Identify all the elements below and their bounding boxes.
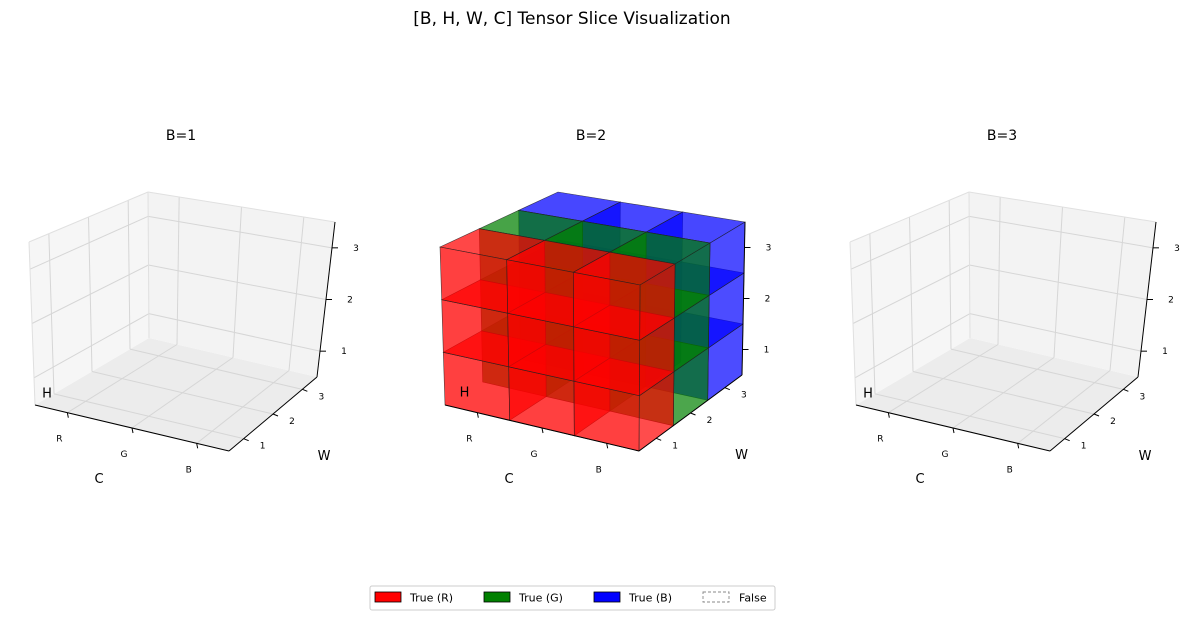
y-tick-label: 2 <box>289 417 295 427</box>
y-tick <box>1123 388 1129 392</box>
x-tick-label: R <box>466 435 472 445</box>
panel-batch-2: B=2 R 1 1 G 2 2 B 3 3 C W H <box>439 128 772 487</box>
panel-title-3: B=3 <box>987 128 1017 144</box>
y-tick-label: 1 <box>1081 442 1087 452</box>
y-tick-label: 1 <box>260 442 266 452</box>
voxel-R-3-3 <box>572 251 676 341</box>
legend: True (R) True (G) True (B) False <box>369 585 776 611</box>
z-tick-label: 3 <box>766 244 772 254</box>
legend-label-red: True (R) <box>409 592 453 605</box>
y-axis-label: W <box>735 448 748 463</box>
x-tick-label: B <box>1007 465 1013 475</box>
y-tick <box>1064 438 1070 442</box>
legend-label-blue: True (B) <box>628 592 672 605</box>
y-tick-label: 3 <box>741 391 747 401</box>
grid-line <box>148 215 333 249</box>
y-tick <box>243 438 249 442</box>
legend-label-false: False <box>739 592 767 605</box>
z-tick-label: 3 <box>1174 244 1180 254</box>
grid-line <box>29 215 149 270</box>
y-tick-label: 2 <box>707 416 713 426</box>
pane-side <box>29 192 149 405</box>
pane-edge <box>849 191 970 243</box>
z-axis-label: H <box>863 387 873 402</box>
x-tick-label: R <box>56 435 62 445</box>
pane-back <box>969 192 1156 377</box>
z-tick-label: 1 <box>764 346 770 356</box>
pane-floor <box>35 338 317 451</box>
x-axis-label: C <box>915 472 924 487</box>
legend-frame <box>369 585 776 611</box>
y-tick <box>1093 413 1100 417</box>
pane-edge <box>28 241 36 406</box>
x-tick-label: R <box>877 435 883 445</box>
legend-swatch-false <box>702 591 730 603</box>
x-tick <box>196 443 199 449</box>
pane-edge <box>147 191 150 339</box>
x-tick-label: G <box>942 450 949 460</box>
grid-line <box>850 215 970 270</box>
y-tick-label: 3 <box>318 392 324 402</box>
x-tick <box>476 412 479 418</box>
x-tick-label: B <box>186 465 192 475</box>
grid-line <box>950 348 1124 390</box>
z-tick-label: 2 <box>1168 296 1174 306</box>
pane-edge <box>147 191 336 223</box>
y-tick <box>724 387 731 391</box>
z-tick-label: 2 <box>765 295 771 305</box>
y-tick-label: 2 <box>1110 417 1116 427</box>
y-tick-label: 3 <box>1139 392 1145 402</box>
z-axis-label: H <box>42 387 52 402</box>
x-tick-label: B <box>596 465 602 475</box>
x-axis-label: C <box>504 472 513 487</box>
legend-swatch-red <box>374 591 402 603</box>
legend-label-green: True (G) <box>518 592 563 605</box>
panel-batch-3: B=3 R 1 1 G 2 2 B 3 3 C W H <box>849 128 1180 487</box>
x-tick-label: G <box>531 450 538 460</box>
grid-line <box>129 348 303 390</box>
x-tick <box>66 412 69 418</box>
panel-batch-1: B=1 R 1 1 G 2 2 B 3 3 C W H <box>28 128 359 487</box>
z-tick-label: 1 <box>341 347 347 357</box>
legend-swatch-blue <box>593 591 621 603</box>
z-axis-label: H <box>460 386 470 401</box>
y-tick <box>655 437 662 441</box>
z-tick-label: 3 <box>353 244 359 254</box>
pane-side <box>850 192 970 405</box>
x-axis-label: C <box>94 472 103 487</box>
y-tick <box>272 413 279 417</box>
figure-title: [B, H, W, C] Tensor Slice Visualization <box>413 9 730 29</box>
y-tick-label: 1 <box>672 441 678 451</box>
x-tick <box>1017 443 1020 449</box>
panel-title-1: B=1 <box>166 128 196 144</box>
pane-edge <box>968 191 971 339</box>
y-tick <box>690 412 696 416</box>
z-tick-label: 1 <box>1162 347 1168 357</box>
x-tick <box>952 427 955 434</box>
y-tick <box>302 388 308 392</box>
pane-floor <box>856 338 1138 451</box>
pane-edge <box>968 191 1157 223</box>
pane-edge <box>28 191 149 243</box>
y-axis-label: W <box>318 449 331 464</box>
x-tick <box>541 427 544 434</box>
panel-title-2: B=2 <box>576 128 606 144</box>
pane-edge <box>849 241 857 406</box>
x-tick <box>131 427 134 434</box>
pane-back <box>148 192 335 377</box>
y-axis-label: W <box>1139 449 1152 464</box>
legend-swatch-green <box>483 591 511 603</box>
z-tick-label: 2 <box>347 296 353 306</box>
grid-line <box>969 215 1154 249</box>
x-tick <box>606 443 609 449</box>
x-tick <box>887 412 890 418</box>
x-tick-label: G <box>121 450 128 460</box>
